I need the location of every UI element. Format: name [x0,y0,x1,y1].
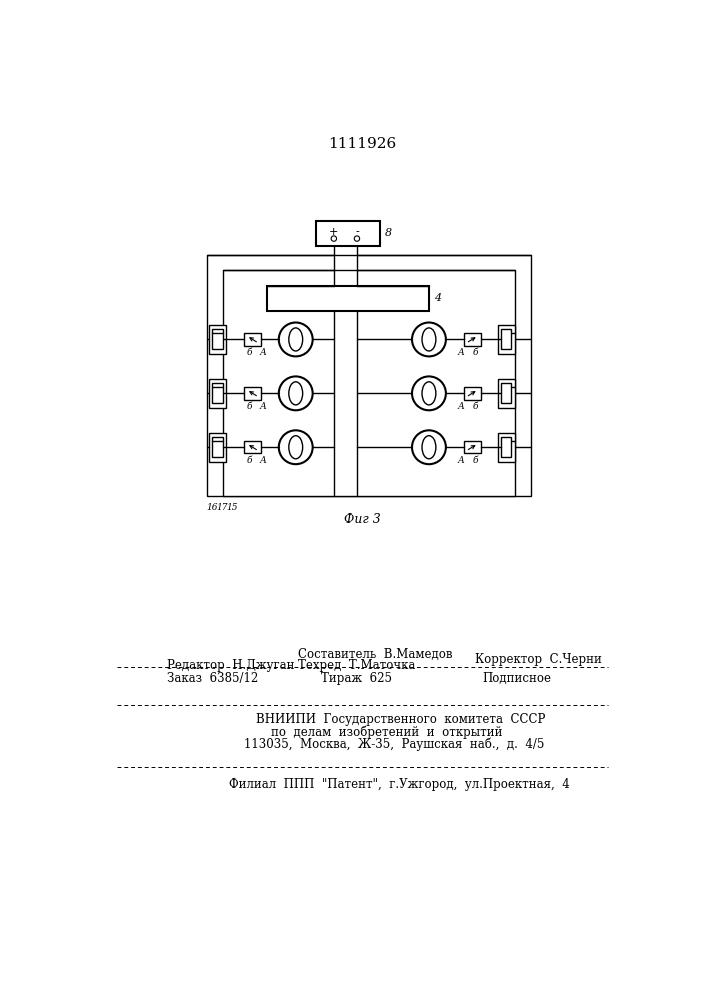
Ellipse shape [288,382,303,405]
Text: Филиал  ППП  "Патент",  г.Ужгород,  ул.Проектная,  4: Филиал ППП "Патент", г.Ужгород, ул.Проек… [229,778,570,791]
Text: 1111926: 1111926 [328,137,396,151]
Text: б: б [472,402,478,411]
Bar [212,383,223,403]
Text: Редактор  Н.Джуган: Редактор Н.Джуган [167,659,295,672]
Text: А: А [458,348,464,357]
Text: Корректор  С.Черни: Корректор С.Черни [475,653,602,666]
Circle shape [279,430,312,464]
Circle shape [412,376,446,410]
Bar [267,286,429,311]
Text: б: б [247,348,252,357]
Bar [501,329,511,349]
Text: -: - [355,227,359,237]
Text: Фиг 3: Фиг 3 [344,513,380,526]
Text: 16: 16 [206,503,218,512]
Text: б: б [472,456,478,465]
Bar [244,441,261,453]
Bar [212,329,223,349]
Ellipse shape [288,436,303,459]
Text: 15: 15 [226,503,238,512]
Bar [498,433,515,462]
Circle shape [412,430,446,464]
Bar [501,383,511,403]
Ellipse shape [422,382,436,405]
Text: 4: 4 [433,293,440,303]
Text: по  делам  изобретений  и  открытий: по делам изобретений и открытий [271,725,503,739]
Text: Тираж  625: Тираж 625 [321,672,392,685]
Text: б: б [247,402,252,411]
Bar [209,379,226,408]
Text: Подписное: Подписное [483,672,552,685]
Text: б: б [472,348,478,357]
Circle shape [279,376,312,410]
Text: 17: 17 [216,503,228,512]
Ellipse shape [288,328,303,351]
Bar [316,221,380,246]
Text: 113035,  Москва,  Ж-35,  Раушская  наб.,  д.  4/5: 113035, Москва, Ж-35, Раушская наб., д. … [244,738,544,751]
Bar [501,437,511,457]
Bar [464,387,481,400]
Bar [498,325,515,354]
Ellipse shape [422,328,436,351]
Circle shape [412,323,446,356]
Circle shape [354,236,360,241]
Bar [209,433,226,462]
Bar [212,437,223,457]
Text: А: А [260,402,267,411]
Bar [498,379,515,408]
Text: А: А [260,348,267,357]
Text: А: А [458,456,464,465]
Text: А: А [260,456,267,465]
Bar [464,441,481,453]
Text: А: А [458,402,464,411]
Text: +: + [329,227,339,237]
Bar [244,333,261,346]
Bar [207,255,530,496]
Bar [223,270,515,496]
Text: 8: 8 [385,228,392,238]
Text: Составитель  В.Мамедов: Составитель В.Мамедов [298,647,452,660]
Text: б: б [247,456,252,465]
Ellipse shape [422,436,436,459]
Text: Заказ  6385/12: Заказ 6385/12 [167,672,258,685]
Text: ВНИИПИ  Государственного  комитета  СССР: ВНИИПИ Государственного комитета СССР [256,713,545,726]
Text: Техред  Т.Маточка: Техред Т.Маточка [298,659,416,672]
Bar [244,387,261,400]
Bar [464,333,481,346]
Circle shape [279,323,312,356]
Circle shape [331,236,337,241]
Bar [209,325,226,354]
